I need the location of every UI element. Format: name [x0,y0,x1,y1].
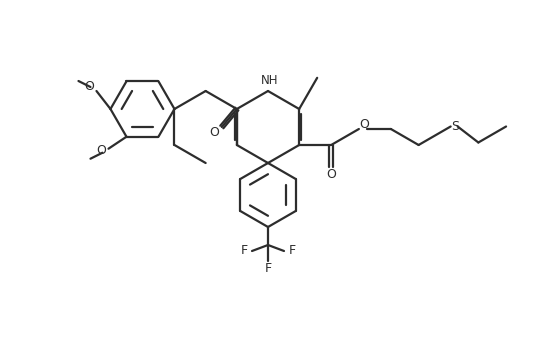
Text: F: F [240,245,248,257]
Text: O: O [97,144,107,157]
Text: S: S [451,120,459,133]
Text: O: O [326,169,336,181]
Text: F: F [264,262,272,274]
Text: F: F [288,245,296,257]
Text: NH: NH [261,75,279,87]
Text: O: O [209,126,219,138]
Text: O: O [84,80,94,93]
Text: O: O [359,118,369,131]
